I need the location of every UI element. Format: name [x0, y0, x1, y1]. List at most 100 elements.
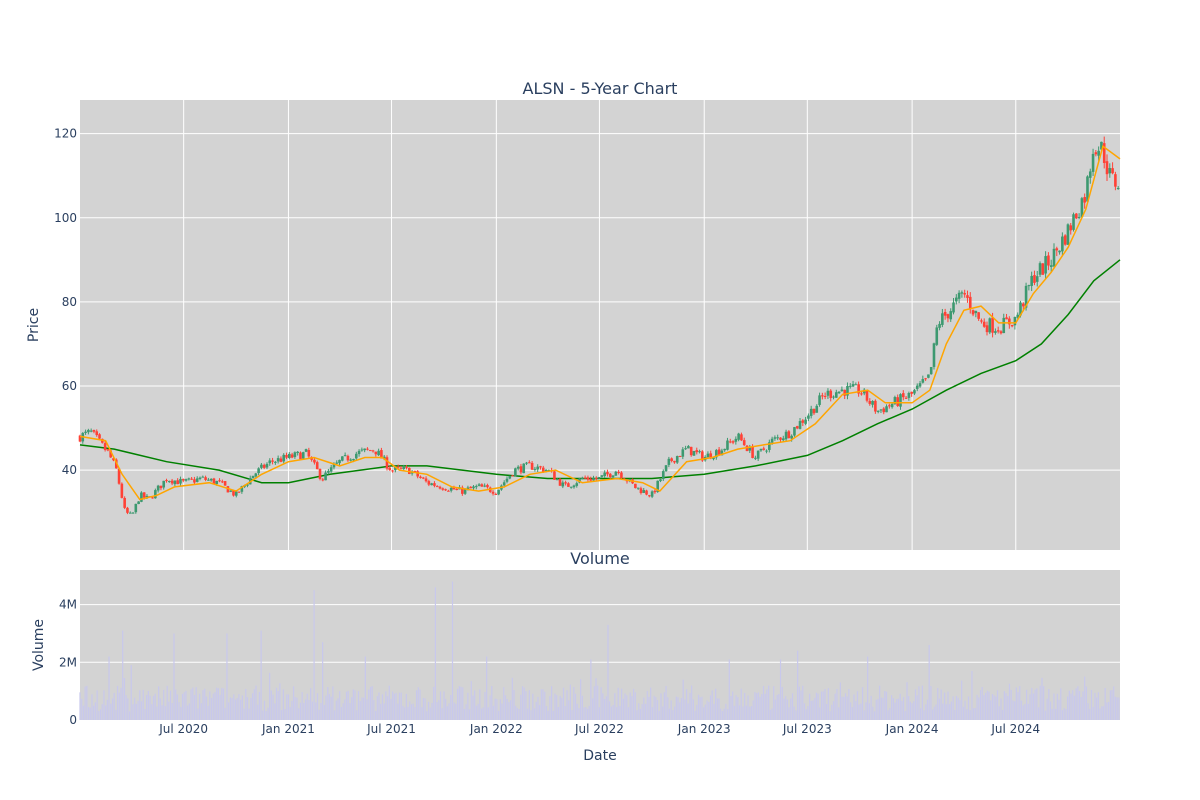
- candle: [198, 476, 202, 481]
- candle: [522, 463, 526, 474]
- volume-bar: [156, 706, 158, 720]
- candle-body: [1035, 276, 1039, 282]
- candle-body: [706, 453, 710, 458]
- candle-body: [754, 457, 757, 459]
- volume-bar: [614, 693, 616, 720]
- candle-body: [650, 491, 654, 497]
- candle-body: [494, 493, 498, 495]
- candle: [1080, 196, 1084, 219]
- candle: [1061, 232, 1064, 256]
- candle-body: [95, 431, 99, 436]
- candle-body: [991, 317, 994, 333]
- volume-bar: [685, 689, 688, 720]
- volume-bar: [1039, 685, 1041, 720]
- volume-bar: [323, 704, 325, 720]
- volume-bar: [431, 702, 433, 720]
- volume-bar: [709, 695, 712, 720]
- volume-bar: [134, 697, 136, 720]
- volume-bar: [1067, 696, 1069, 720]
- candle: [474, 484, 478, 490]
- volume-bar: [296, 697, 298, 720]
- volume-bar: [342, 703, 344, 720]
- candle-body: [963, 293, 966, 295]
- candle: [980, 318, 983, 324]
- candle-body: [318, 468, 322, 479]
- candle-body: [952, 302, 955, 313]
- candle-body: [879, 409, 883, 411]
- candle: [664, 465, 668, 472]
- candle-body: [424, 478, 428, 482]
- candle: [1072, 212, 1075, 232]
- volume-bar: [1015, 687, 1017, 720]
- candle: [675, 455, 679, 464]
- candle: [1091, 148, 1095, 176]
- volume-bar: [955, 695, 958, 720]
- volume-bar: [258, 691, 261, 720]
- volume-bar: [139, 690, 141, 720]
- candle-body: [740, 434, 743, 441]
- candle-body: [709, 453, 713, 459]
- candle-body: [715, 450, 718, 458]
- candle-body: [466, 487, 470, 490]
- candle-body: [112, 458, 115, 461]
- candle: [519, 463, 523, 475]
- volume-bar: [127, 698, 129, 720]
- volume-bar: [742, 706, 744, 720]
- volume-bar: [238, 694, 240, 720]
- x-tick-label: Jul 2021: [366, 722, 416, 736]
- candle: [966, 290, 969, 303]
- volume-bar: [169, 690, 172, 720]
- candle-body: [1102, 143, 1106, 163]
- candle: [837, 391, 841, 394]
- volume-bar: [754, 692, 756, 720]
- candle: [999, 330, 1003, 335]
- volume-bar: [716, 698, 718, 720]
- volume-bar: [824, 689, 826, 720]
- candle-body: [586, 477, 590, 480]
- candle-body: [274, 461, 277, 463]
- candle: [885, 404, 888, 413]
- volume-bar: [797, 650, 799, 720]
- candle: [137, 501, 140, 505]
- volume-bar: [339, 691, 341, 720]
- volume-bar: [291, 700, 293, 720]
- volume-bar: [863, 710, 865, 720]
- x-tick-label: Jul 2024: [990, 722, 1040, 736]
- candle: [1116, 186, 1120, 190]
- candle-body: [762, 448, 766, 450]
- candle: [659, 478, 662, 483]
- candle: [89, 428, 93, 433]
- volume-bar: [135, 703, 137, 720]
- candle: [949, 308, 953, 322]
- candle: [159, 485, 163, 491]
- candle: [1114, 171, 1117, 191]
- candle-body: [572, 485, 576, 488]
- candle: [318, 468, 322, 481]
- volume-bar: [817, 693, 819, 720]
- volume-bar: [340, 707, 343, 720]
- candle-body: [634, 483, 637, 489]
- candle: [857, 381, 860, 397]
- volume-bar: [525, 691, 527, 720]
- candle-body: [938, 323, 941, 328]
- volume-bar: [800, 690, 802, 720]
- candle-body: [971, 310, 975, 315]
- volume-bar: [668, 708, 671, 720]
- candle: [776, 434, 779, 441]
- volume-bar: [988, 691, 990, 720]
- volume-bar: [943, 692, 946, 720]
- volume-bar: [82, 705, 85, 720]
- price-plot-background: [80, 100, 1120, 550]
- volume-bar: [655, 697, 657, 720]
- volume-bar: [696, 704, 698, 720]
- candle: [1049, 259, 1053, 273]
- volume-bar: [624, 693, 626, 720]
- volume-bar: [322, 642, 324, 720]
- volume-bar: [643, 697, 645, 720]
- volume-bar: [571, 710, 573, 720]
- candle-body: [673, 460, 676, 463]
- volume-bar: [945, 704, 947, 720]
- candle-body: [123, 497, 126, 508]
- volume-bar: [940, 689, 942, 720]
- candle-body: [193, 479, 196, 483]
